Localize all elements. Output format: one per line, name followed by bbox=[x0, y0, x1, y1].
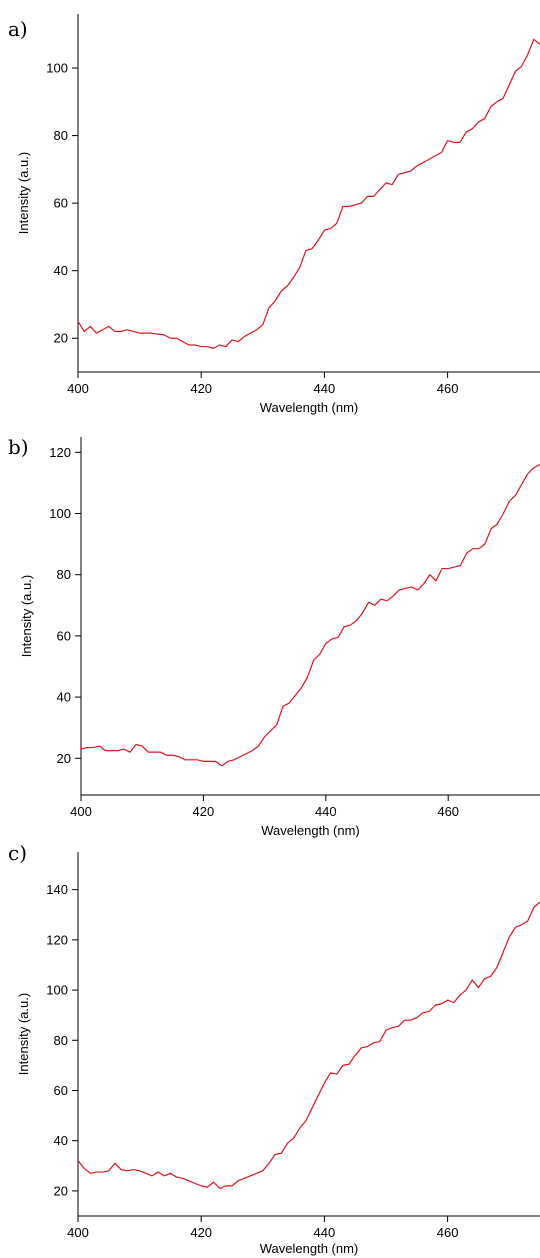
chart-2-panel-label: c) bbox=[8, 841, 27, 865]
chart-0-y-axis-title: Intensity (a.u.) bbox=[16, 152, 31, 234]
chart-1-x-axis-title: Wavelength (nm) bbox=[261, 823, 360, 838]
chart-0-y-tick-label: 20 bbox=[54, 331, 68, 346]
chart-2-y-axis-title: Intensity (a.u.) bbox=[16, 993, 31, 1075]
chart-0-y-tick-label: 100 bbox=[46, 61, 68, 76]
chart-0-x-tick-label: 440 bbox=[314, 381, 336, 396]
chart-1-panel-label: b) bbox=[8, 435, 29, 459]
chart-1-series-line bbox=[80, 464, 540, 767]
chart-1-x-tick-label: 400 bbox=[70, 804, 92, 819]
chart-2-y-tick-label: 40 bbox=[54, 1133, 68, 1148]
chart-1-y-tick-label: 80 bbox=[57, 567, 71, 582]
chart-2-x-tick-label: 400 bbox=[67, 1225, 89, 1240]
chart-1-y-tick-label: 120 bbox=[49, 445, 71, 460]
chart-1-y-tick-label: 20 bbox=[57, 751, 71, 766]
chart-1-y-tick-label: 40 bbox=[57, 690, 71, 705]
chart-2-x-tick-label: 420 bbox=[190, 1225, 212, 1240]
chart-2-y-tick-label: 120 bbox=[46, 932, 68, 947]
chart-2-x-tick-label: 440 bbox=[314, 1225, 336, 1240]
chart-1-y-axis-title: Intensity (a.u.) bbox=[19, 575, 34, 657]
chart-1-x-tick-label: 460 bbox=[437, 804, 459, 819]
chart-0-series-line bbox=[77, 38, 540, 349]
chart-2-y-tick-label: 20 bbox=[54, 1183, 68, 1198]
chart-2-y-tick-label: 140 bbox=[46, 882, 68, 897]
chart-0-x-axis-title: Wavelength (nm) bbox=[260, 400, 359, 415]
chart-1-x-tick-label: 440 bbox=[315, 804, 337, 819]
chart-0-y-tick-label: 80 bbox=[54, 128, 68, 143]
chart-0-x-tick-label: 400 bbox=[67, 381, 89, 396]
chart-0-panel-label: a) bbox=[8, 17, 28, 41]
chart-1-y-tick-label: 100 bbox=[49, 506, 71, 521]
chart-2-y-tick-label: 100 bbox=[46, 983, 68, 998]
chart-0-y-tick-label: 60 bbox=[54, 196, 68, 211]
chart-2-y-tick-label: 80 bbox=[54, 1033, 68, 1048]
chart-0-y-tick-label: 40 bbox=[54, 263, 68, 278]
chart-2-x-tick-label: 460 bbox=[437, 1225, 459, 1240]
chart-1-x-tick-label: 420 bbox=[193, 804, 215, 819]
chart-1-y-tick-label: 60 bbox=[57, 628, 71, 643]
chart-2-y-tick-label: 60 bbox=[54, 1083, 68, 1098]
chart-0-x-tick-label: 460 bbox=[437, 381, 459, 396]
chart-2-x-axis-title: Wavelength (nm) bbox=[260, 1241, 359, 1256]
chart-0-x-tick-label: 420 bbox=[190, 381, 212, 396]
chart-2-series-line bbox=[77, 901, 540, 1189]
